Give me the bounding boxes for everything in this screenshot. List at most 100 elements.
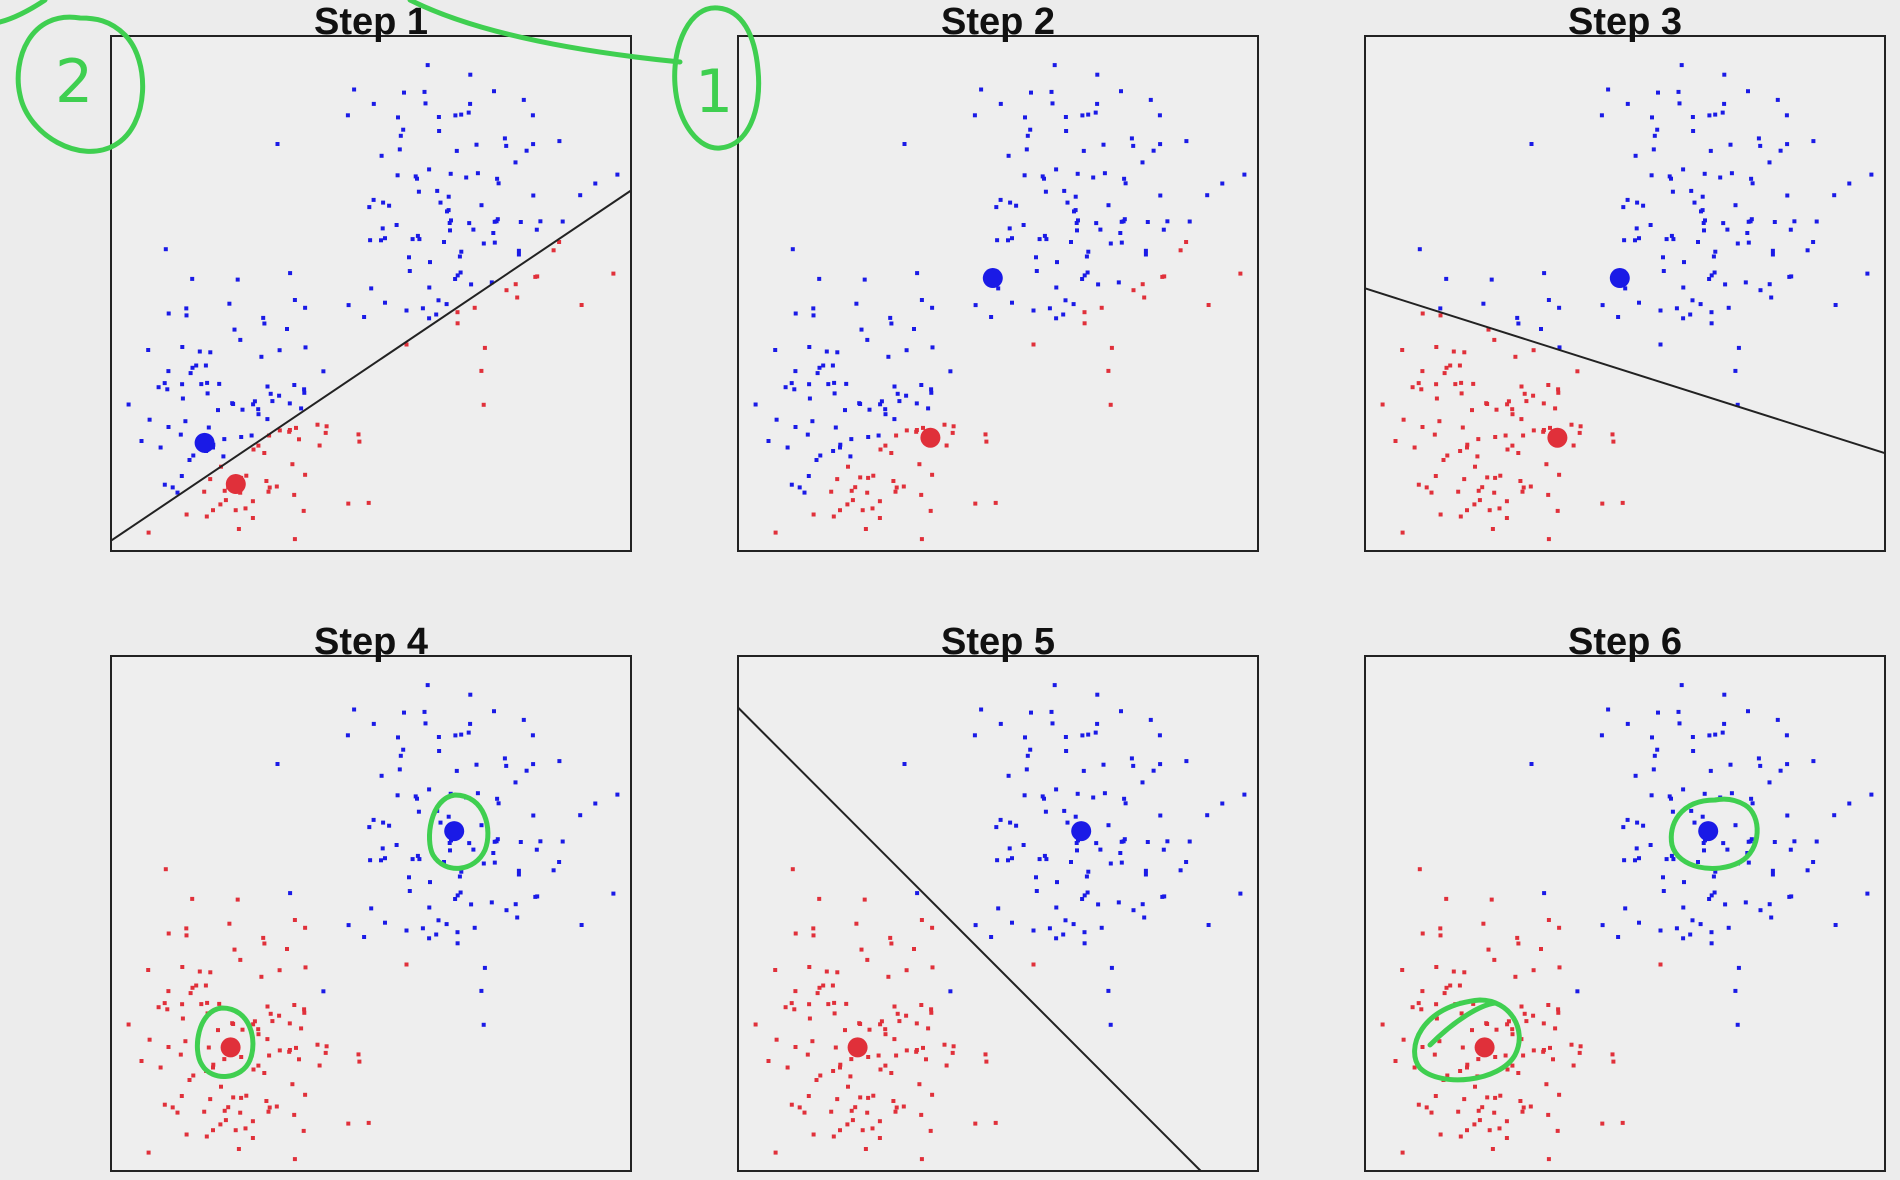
data-point xyxy=(1641,203,1646,208)
data-point xyxy=(1043,189,1048,194)
data-point xyxy=(865,337,870,342)
data-point xyxy=(1158,193,1163,198)
data-point xyxy=(194,983,199,988)
data-point xyxy=(534,227,539,232)
data-point xyxy=(442,860,446,864)
data-point xyxy=(175,490,180,495)
data-point xyxy=(1025,753,1030,758)
data-point xyxy=(979,707,984,712)
data-point xyxy=(222,437,227,442)
data-point xyxy=(806,1094,811,1098)
data-point xyxy=(944,1063,949,1068)
data-point xyxy=(866,1095,871,1100)
data-point xyxy=(1040,794,1045,799)
data-point xyxy=(383,856,387,861)
data-point xyxy=(1529,142,1534,146)
data-point xyxy=(1746,89,1750,94)
data-point xyxy=(1476,488,1481,493)
data-point xyxy=(1531,1048,1536,1053)
data-point xyxy=(753,1022,758,1027)
data-point xyxy=(1205,813,1210,818)
data-point xyxy=(396,115,400,120)
data-point xyxy=(221,454,226,459)
data-point xyxy=(205,391,210,396)
data-point xyxy=(302,1010,307,1015)
data-point xyxy=(1460,1045,1465,1050)
data-point xyxy=(1108,402,1113,407)
data-point xyxy=(774,417,779,422)
data-point xyxy=(1082,310,1087,315)
data-point xyxy=(1438,313,1443,318)
data-point xyxy=(395,173,400,178)
data-point xyxy=(1746,240,1751,245)
data-point xyxy=(790,867,795,872)
data-point xyxy=(179,1094,184,1098)
data-point xyxy=(793,1045,798,1049)
data-point xyxy=(1557,472,1562,477)
data-point xyxy=(1470,408,1474,413)
data-point xyxy=(811,1132,816,1137)
data-point xyxy=(455,930,460,935)
data-point xyxy=(951,1044,956,1049)
data-point xyxy=(436,735,441,739)
data-point xyxy=(1528,484,1533,489)
data-point xyxy=(989,935,994,939)
data-point xyxy=(1728,762,1733,767)
data-point xyxy=(1553,1026,1558,1031)
data-point xyxy=(380,226,385,231)
data-point xyxy=(1473,1084,1477,1089)
data-point xyxy=(1054,787,1059,792)
data-point xyxy=(894,433,899,438)
data-point xyxy=(1847,181,1852,186)
data-point xyxy=(346,923,351,928)
data-point xyxy=(1131,288,1136,293)
data-point xyxy=(162,1102,167,1107)
data-point xyxy=(1648,223,1653,227)
data-point xyxy=(832,1000,837,1005)
data-point xyxy=(766,439,771,443)
data-point xyxy=(859,947,864,952)
data-point xyxy=(1101,762,1106,767)
data-point xyxy=(1471,381,1476,386)
data-point xyxy=(479,368,484,373)
data-point xyxy=(379,238,383,243)
data-point xyxy=(250,1136,255,1140)
data-point xyxy=(538,219,543,224)
data-point xyxy=(1034,255,1038,260)
centroid-red xyxy=(847,1037,868,1058)
data-point xyxy=(914,428,919,432)
data-point xyxy=(877,499,882,504)
data-point xyxy=(904,968,909,973)
data-point xyxy=(467,841,472,846)
data-point xyxy=(1489,897,1494,902)
data-point xyxy=(1702,171,1707,176)
data-point xyxy=(321,369,326,374)
data-point xyxy=(883,407,888,412)
data-point xyxy=(239,1095,244,1100)
data-point xyxy=(1157,113,1162,118)
data-point xyxy=(993,500,998,505)
data-point xyxy=(1465,508,1469,513)
data-point xyxy=(1494,1027,1499,1032)
data-point xyxy=(475,791,480,796)
data-point xyxy=(1445,1073,1450,1078)
data-point xyxy=(802,490,807,495)
data-point xyxy=(1516,1071,1521,1075)
data-point xyxy=(1042,176,1046,181)
data-point xyxy=(1637,920,1641,925)
data-point xyxy=(1445,453,1450,458)
data-point xyxy=(437,129,442,133)
data-point xyxy=(1419,387,1424,392)
data-point xyxy=(914,401,919,406)
data-point xyxy=(1400,530,1405,535)
data-point xyxy=(1065,200,1070,205)
data-point xyxy=(204,1134,209,1139)
data-point xyxy=(1400,1150,1405,1155)
data-point xyxy=(1073,194,1078,199)
data-point xyxy=(1542,891,1547,896)
data-point xyxy=(806,474,811,478)
data-point xyxy=(251,402,256,407)
data-point xyxy=(1492,1110,1497,1115)
data-point xyxy=(1064,129,1069,133)
